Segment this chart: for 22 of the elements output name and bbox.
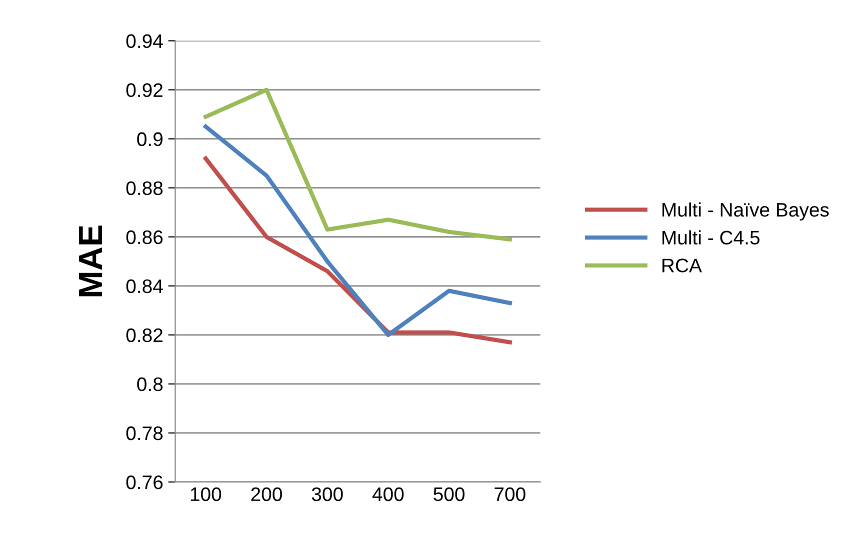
y-tick-label: 0.92 — [126, 83, 162, 98]
y-tick-label: 0.82 — [126, 328, 162, 342]
y-tick-label: 0.78 — [126, 426, 163, 440]
x-tick-label: 500 — [434, 487, 465, 502]
y-tick-label: 0.94 — [126, 34, 163, 48]
y-tick-label: 0.8 — [137, 377, 163, 392]
y-tick-label: 0.9 — [137, 132, 163, 146]
x-tick-label: 700 — [494, 487, 526, 502]
y-tick-label: 0.76 — [126, 475, 163, 490]
x-tick-label: 100 — [190, 487, 222, 502]
y-axis-title: MAE — [79, 226, 102, 296]
y-tick-label: 0.88 — [126, 181, 163, 196]
y-tick-label: 0.86 — [126, 230, 163, 244]
x-tick-label: 300 — [312, 487, 343, 502]
legend-label: RCA — [662, 258, 702, 272]
line-series — [204, 88, 512, 242]
x-tick-label: 200 — [251, 487, 282, 502]
y-tick-label: 0.84 — [126, 279, 163, 294]
legend-label: Multi - C4.5 — [662, 230, 760, 245]
line-series — [204, 124, 512, 338]
legend-label: Multi - Naïve Bayes — [662, 202, 829, 221]
x-tick-label: 400 — [372, 487, 404, 502]
